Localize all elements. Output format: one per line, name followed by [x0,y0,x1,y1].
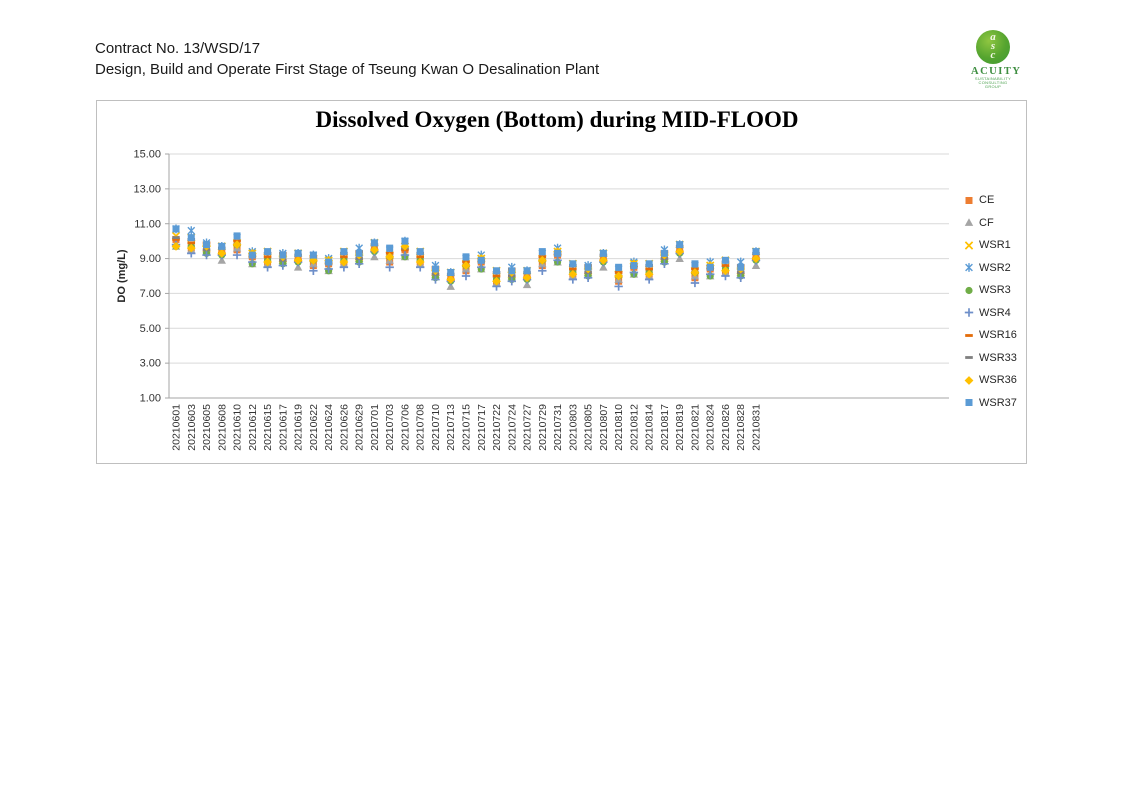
x-tick-label: 20210722 [491,404,503,451]
x-tick-label: 20210826 [720,404,732,451]
y-tick-label: 1.00 [140,393,161,405]
x-tick-label: 20210629 [354,404,366,451]
legend-item-WSR2: WSR2 [963,257,1017,280]
acuity-logo-name: ACUITY [971,66,1022,77]
x-tick-label: 20210831 [750,404,762,451]
x-tick-label: 20210624 [323,404,335,451]
contract-title: Design, Build and Operate First Stage of… [95,61,600,78]
legend-label: WSR37 [979,396,1017,409]
legend-marker-circle-icon [965,286,973,294]
x-tick-label: 20210810 [613,404,625,451]
legend-label: WSR16 [979,329,1017,342]
do-chart: Dissolved Oxygen (Bottom) during MID-FLO… [96,100,1027,464]
x-tick-label: 20210612 [247,404,259,451]
legend-label: WSR4 [979,306,1011,319]
legend-marker-square-icon [965,196,973,204]
legend-label: WSR3 [979,284,1011,297]
legend-label: WSR2 [979,261,1011,274]
x-tick-label: 20210708 [415,404,427,451]
x-tick-label: 20210703 [384,404,396,451]
legend-marker-dash-icon [965,356,973,360]
x-tick-label: 20210805 [583,404,595,451]
y-tick-label: 9.00 [140,253,161,265]
legend-item-WSR1: WSR1 [963,234,1017,257]
x-tick-label: 20210622 [308,404,320,451]
y-tick-label: 15.00 [133,149,161,161]
legend-marker-star-icon [965,263,973,273]
y-tick-label: 11.00 [134,218,161,230]
legend-marker-x-icon [964,241,974,250]
x-tick-label: 20210608 [216,404,228,451]
x-tick-label: 20210715 [460,404,472,451]
legend-label: WSR1 [979,239,1011,252]
legend-marker-diamond-icon [964,375,974,385]
legend-item-WSR36: WSR36 [963,369,1017,392]
x-tick-label: 20210727 [522,404,534,451]
x-tick-label: 20210814 [644,404,656,451]
legend-item-WSR16: WSR16 [963,324,1017,347]
y-tick-label: 5.00 [140,323,161,335]
legend-marker-plus-icon [964,308,974,317]
legend-label: CF [979,216,994,229]
x-tick-label: 20210619 [293,404,305,451]
page-header: Contract No. 13/WSD/17 Design, Build and… [95,38,599,80]
chart-legend: CE CF WSR1 WSR2 WSR3 WSR4 WSR16 WSR33 WSR36 WSR37 [963,189,1017,414]
legend-marker-dash-icon [965,333,973,337]
x-tick-label: 20210601 [171,404,183,451]
x-tick-label: 20210717 [476,404,488,451]
x-tick-label: 20210821 [689,404,701,451]
legend-item-CE: CE [963,189,1017,212]
contract-number: Contract No. 13/WSD/17 [95,40,261,57]
y-tick-label: 13.00 [133,183,161,195]
x-tick-label: 20210710 [430,404,442,451]
x-tick-label: 20210713 [445,404,457,451]
x-tick-label: 20210803 [567,404,579,451]
x-tick-label: 20210617 [277,404,289,451]
y-tick-label: 3.00 [140,358,161,370]
legend-item-WSR4: WSR4 [963,302,1017,325]
x-tick-label: 20210610 [232,404,244,451]
legend-item-WSR3: WSR3 [963,279,1017,302]
x-tick-label: 20210603 [186,404,198,451]
legend-label: CE [979,194,995,207]
chart-title: Dissolved Oxygen (Bottom) during MID-FLO… [315,107,799,132]
x-tick-label: 20210615 [262,404,274,451]
x-tick-label: 20210731 [552,404,564,451]
legend-item-CF: CF [963,212,1017,235]
x-tick-label: 20210706 [399,404,411,451]
x-tick-label: 20210701 [369,404,381,451]
acuity-logo-subline-2: CONSULTING GROUP [978,80,1008,89]
x-tick-label: 20210626 [338,404,350,451]
chart-plot-area: 15.00 13.00 11.00 9.00 7.00 5.00 3.00 1.00 20210… [133,149,949,451]
legend-item-WSR37: WSR37 [963,392,1017,415]
legend-label: WSR36 [979,374,1017,387]
x-tick-label: 20210828 [735,404,747,451]
series-WSR37 [172,225,760,277]
legend-marker-square-icon [965,399,973,407]
x-tick-label: 20210817 [659,404,671,451]
x-tick-label: 20210812 [628,404,640,451]
x-tick-label: 20210819 [674,404,686,451]
x-tick-label: 20210807 [598,404,610,451]
legend-marker-triangle-icon [964,218,974,227]
x-tick-label: 20210724 [506,404,518,451]
legend-item-WSR33: WSR33 [963,347,1017,370]
acuity-logo-subline-1: SUSTAINABILITY [974,76,1012,81]
x-tick-label: 20210824 [705,404,717,451]
x-tick-label: 20210605 [201,404,213,451]
y-tick-label: 7.00 [140,288,161,300]
legend-label: WSR33 [979,351,1017,364]
x-tick-label: 20210729 [537,404,549,451]
